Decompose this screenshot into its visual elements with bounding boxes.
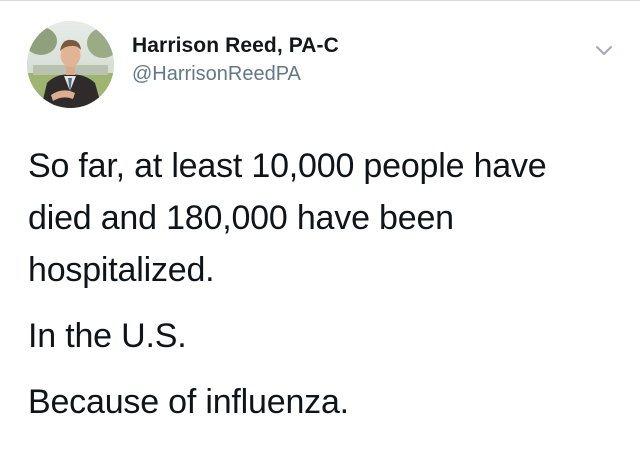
tweet-paragraph: In the U.S. [28, 317, 187, 355]
author-display-name[interactable]: Harrison Reed, PA-C [132, 34, 339, 57]
tweet-paragraph: Because of influenza. [28, 383, 349, 421]
author-block: Harrison Reed, PA-C @HarrisonReedPA [132, 33, 339, 87]
avatar-photo [27, 21, 114, 108]
tweet-paragraph: So far, at least 10,000 people have died… [28, 147, 547, 289]
tweet-text: So far, at least 10,000 people have died… [28, 140, 618, 428]
author-handle[interactable]: @HarrisonReedPA [132, 63, 301, 85]
top-divider [0, 0, 640, 1]
avatar[interactable] [27, 21, 114, 108]
chevron-down-icon[interactable] [592, 40, 616, 60]
